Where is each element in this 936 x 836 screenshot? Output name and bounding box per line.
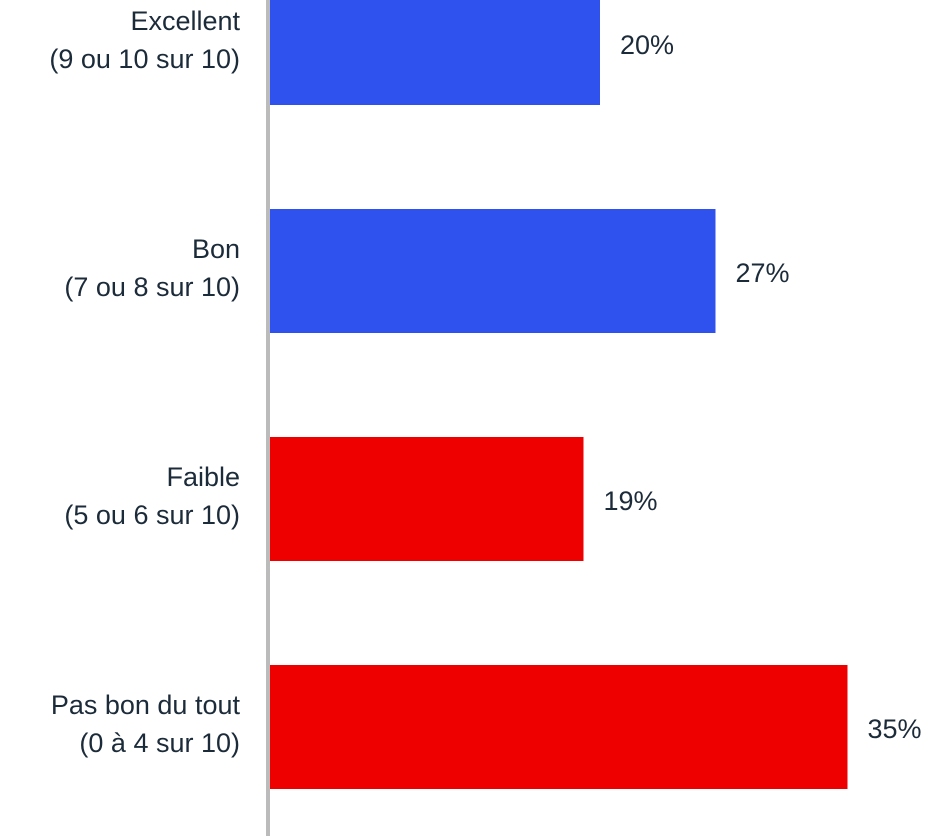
bar <box>270 665 848 789</box>
category-label: Faible <box>166 462 240 492</box>
bar <box>270 209 716 333</box>
bar <box>270 437 584 561</box>
category-label: (7 ou 8 sur 10) <box>64 272 240 302</box>
category-label: Excellent <box>130 6 240 36</box>
category-label: Bon <box>192 234 240 264</box>
category-label: (5 ou 6 sur 10) <box>64 500 240 530</box>
category-label: Pas bon du tout <box>51 690 241 720</box>
value-label: 19% <box>604 486 658 516</box>
value-label: 20% <box>620 30 674 60</box>
bar <box>270 0 600 105</box>
value-label: 27% <box>736 258 790 288</box>
value-label: 35% <box>868 714 922 744</box>
category-label: (9 ou 10 sur 10) <box>49 44 240 74</box>
category-label: (0 à 4 sur 10) <box>79 728 240 758</box>
